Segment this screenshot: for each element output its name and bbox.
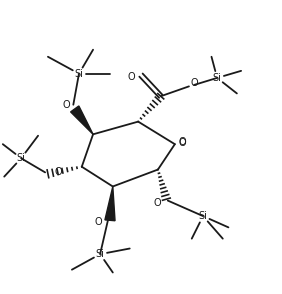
Text: Si: Si (213, 73, 222, 83)
Text: Si: Si (74, 69, 83, 79)
Polygon shape (70, 106, 93, 134)
Polygon shape (105, 186, 115, 221)
Text: O: O (128, 71, 135, 81)
Text: O: O (55, 167, 63, 177)
Text: O: O (178, 137, 186, 147)
Text: O: O (178, 138, 186, 148)
Text: Si: Si (199, 211, 208, 221)
Text: Si: Si (96, 249, 105, 259)
Text: O: O (63, 100, 70, 110)
Text: O: O (153, 198, 161, 208)
Text: O: O (94, 217, 102, 227)
Text: O: O (190, 78, 198, 88)
Text: Si: Si (17, 153, 26, 163)
